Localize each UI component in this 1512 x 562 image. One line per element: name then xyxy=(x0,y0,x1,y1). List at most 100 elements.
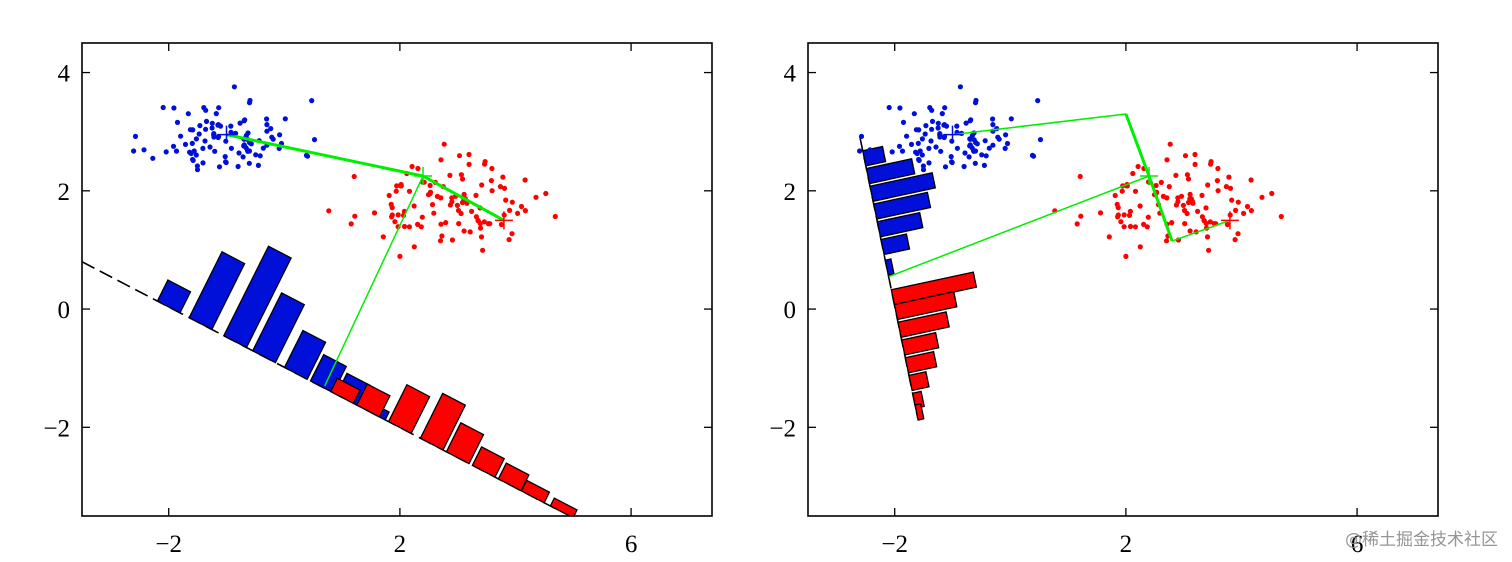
scatter-point-class1 xyxy=(241,118,247,124)
scatter-point-class1 xyxy=(858,133,865,139)
scatter-point-class2 xyxy=(1144,224,1150,230)
scatter-point-class1 xyxy=(937,131,943,137)
histogram-bar-class2 xyxy=(445,421,485,465)
scatter-point-class1 xyxy=(200,145,206,151)
scatter-point-class2 xyxy=(449,237,455,243)
scatter-point-class1 xyxy=(938,148,944,154)
scatter-point-class1 xyxy=(311,137,318,143)
histogram-bar-class1 xyxy=(880,233,911,256)
scatter-point-class1 xyxy=(193,152,199,158)
scatter-point-class1 xyxy=(899,148,906,154)
scatter-point-class2 xyxy=(498,221,504,228)
scatter-point-class2 xyxy=(543,190,549,197)
scatter-point-class2 xyxy=(348,221,354,227)
scatter-point-class1 xyxy=(920,167,927,173)
histogram-bar-class1 xyxy=(156,279,192,314)
histogram-bar-class2 xyxy=(890,271,978,306)
scatter-point-class2 xyxy=(1137,203,1143,209)
scatter-point-class1 xyxy=(916,127,922,133)
x-tick-label: −2 xyxy=(881,531,908,558)
scatter-point-class1 xyxy=(245,148,251,154)
histogram-bar-class1 xyxy=(283,329,327,381)
scatter-point-class2 xyxy=(503,197,509,203)
scatter-point-class2 xyxy=(1204,234,1211,240)
scatter-point-class2 xyxy=(1185,176,1192,182)
scatter-point-class1 xyxy=(1030,153,1037,159)
y-tick-label: 2 xyxy=(58,179,71,206)
scatter-point-class2 xyxy=(1241,210,1247,216)
histogram-bar-class1 xyxy=(865,158,916,185)
scatter-point-class2 xyxy=(1223,184,1229,190)
scatter-point-class1 xyxy=(217,123,224,129)
scatter-point-class2 xyxy=(1229,197,1235,203)
scatter-point-class2 xyxy=(394,183,400,189)
scatter-point-class2 xyxy=(425,192,432,198)
scatter-point-class2 xyxy=(439,233,445,239)
scatter-point-class2 xyxy=(467,229,473,235)
scatter-point-class2 xyxy=(431,210,437,216)
scatter-point-class1 xyxy=(203,107,209,113)
scatter-point-class2 xyxy=(419,214,425,220)
scatter-point-class2 xyxy=(1106,234,1112,240)
scatter-point-class2 xyxy=(1167,141,1173,147)
scatter-point-class1 xyxy=(926,160,932,166)
scatter-point-class2 xyxy=(398,181,404,188)
scatter-point-class1 xyxy=(897,105,903,111)
scatter-point-class2 xyxy=(1158,179,1164,185)
scatter-point-class2 xyxy=(1078,213,1084,219)
scatter-point-class2 xyxy=(434,193,440,199)
scatter-point-class1 xyxy=(967,142,973,148)
scatter-point-class2 xyxy=(1115,205,1121,211)
scatter-point-class1 xyxy=(235,163,241,170)
histogram-bar-class1 xyxy=(876,211,924,238)
scatter-point-class1 xyxy=(216,164,223,170)
histogram-bar-class1 xyxy=(251,292,306,364)
scatter-point-class2 xyxy=(515,210,521,216)
scatter-point-class2 xyxy=(406,224,412,230)
scatter-point-class1 xyxy=(954,145,961,151)
scatter-point-class2 xyxy=(441,141,447,147)
scatter-point-class2 xyxy=(1163,238,1170,244)
scatter-point-class1 xyxy=(948,154,954,160)
scatter-point-class1 xyxy=(908,141,915,147)
scatter-point-class2 xyxy=(1259,194,1265,200)
scatter-point-class2 xyxy=(1184,172,1190,178)
scatter-point-class2 xyxy=(415,221,421,227)
scatter-point-class1 xyxy=(200,160,206,166)
scatter-point-class2 xyxy=(389,205,395,211)
scatter-point-class1 xyxy=(228,123,234,129)
y-tick-label: 4 xyxy=(784,61,797,88)
scatter-point-class2 xyxy=(1115,212,1121,218)
scatter-point-class1 xyxy=(983,153,989,159)
scatter-point-class2 xyxy=(497,184,503,190)
scatter-point-class1 xyxy=(920,163,927,169)
scatter-point-class1 xyxy=(304,153,311,159)
scatter-point-class2 xyxy=(393,188,399,194)
scatter-point-class1 xyxy=(240,154,246,160)
scatter-point-class2 xyxy=(518,203,525,210)
scatter-point-class1 xyxy=(209,120,215,126)
scatter-point-class1 xyxy=(253,152,259,158)
scatter-point-class2 xyxy=(1118,219,1124,225)
scatter-point-class2 xyxy=(469,208,475,214)
scatter-point-class1 xyxy=(949,159,955,165)
histogram-bar-class2 xyxy=(893,290,958,321)
scatter-point-class2 xyxy=(1097,210,1104,216)
scatter-point-class2 xyxy=(1278,213,1284,220)
scatter-point-class1 xyxy=(942,105,948,111)
scatter-point-class2 xyxy=(380,234,386,240)
scatter-point-class2 xyxy=(479,182,485,188)
scatter-point-class2 xyxy=(489,165,495,172)
scatter-point-class2 xyxy=(1182,153,1189,159)
scatter-point-class2 xyxy=(447,172,453,178)
scatter-point-class1 xyxy=(202,138,208,144)
y-tick-label: 0 xyxy=(784,297,797,324)
scatter-point-class1 xyxy=(963,120,969,126)
scatter-point-class2 xyxy=(461,228,467,234)
scatter-point-class2 xyxy=(1166,184,1172,190)
scatter-point-class1 xyxy=(187,149,193,155)
scatter-point-class1 xyxy=(207,144,213,150)
scatter-point-class2 xyxy=(395,212,401,218)
scatter-point-class2 xyxy=(1123,253,1129,259)
scatter-point-class1 xyxy=(246,160,252,166)
